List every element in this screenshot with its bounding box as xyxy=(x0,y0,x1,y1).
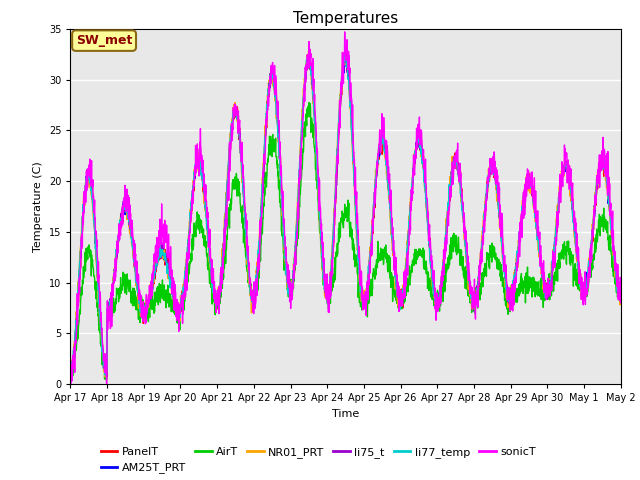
NR01_PRT xyxy=(220,235,228,241)
li77_temp xyxy=(305,51,313,57)
PanelT xyxy=(220,236,228,241)
PanelT xyxy=(584,280,592,286)
Line: sonicT: sonicT xyxy=(70,32,621,384)
li77_temp xyxy=(374,159,381,165)
AirT xyxy=(67,363,74,369)
NR01_PRT xyxy=(374,154,381,159)
AirT xyxy=(506,290,514,296)
sonicT xyxy=(506,308,514,314)
NR01_PRT xyxy=(584,276,591,282)
AM25T_PRT xyxy=(569,210,577,216)
AM25T_PRT xyxy=(584,276,592,281)
sonicT xyxy=(67,364,74,370)
AM25T_PRT xyxy=(220,238,228,243)
li77_temp xyxy=(584,272,592,278)
li75_t xyxy=(342,53,349,59)
li77_temp xyxy=(67,376,75,382)
NR01_PRT xyxy=(305,48,312,54)
AM25T_PRT xyxy=(362,295,370,300)
li77_temp xyxy=(617,296,625,301)
NR01_PRT xyxy=(67,375,74,381)
li75_t xyxy=(584,276,592,282)
NR01_PRT xyxy=(362,300,369,306)
li75_t xyxy=(68,376,76,382)
AM25T_PRT xyxy=(506,304,514,310)
AM25T_PRT xyxy=(67,370,74,376)
PanelT xyxy=(506,300,514,306)
li77_temp xyxy=(67,374,74,380)
AirT xyxy=(220,263,228,268)
sonicT xyxy=(584,285,592,291)
li75_t xyxy=(374,156,381,162)
PanelT xyxy=(374,162,381,168)
PanelT xyxy=(569,195,577,201)
Line: NR01_PRT: NR01_PRT xyxy=(70,51,621,378)
AM25T_PRT xyxy=(68,372,76,378)
AirT xyxy=(362,295,370,300)
AirT xyxy=(374,239,381,244)
NR01_PRT xyxy=(506,303,513,309)
AirT xyxy=(102,376,109,382)
li77_temp xyxy=(362,301,370,307)
Line: li75_t: li75_t xyxy=(70,56,621,379)
sonicT xyxy=(569,180,577,186)
sonicT xyxy=(341,29,349,35)
Y-axis label: Temperature (C): Temperature (C) xyxy=(33,161,44,252)
AirT xyxy=(617,293,625,299)
li77_temp xyxy=(220,232,228,238)
li75_t xyxy=(569,200,577,205)
li77_temp xyxy=(506,299,514,304)
X-axis label: Time: Time xyxy=(332,408,359,419)
NR01_PRT xyxy=(617,280,625,286)
li77_temp xyxy=(569,214,577,219)
AM25T_PRT xyxy=(374,153,381,158)
li75_t xyxy=(220,238,228,243)
NR01_PRT xyxy=(568,201,576,207)
Line: PanelT: PanelT xyxy=(70,53,621,376)
AirT xyxy=(584,285,592,291)
sonicT xyxy=(362,311,370,317)
li75_t xyxy=(67,370,74,375)
Line: li77_temp: li77_temp xyxy=(70,54,621,379)
PanelT xyxy=(362,292,370,298)
AM25T_PRT xyxy=(305,51,312,57)
li75_t xyxy=(362,300,370,306)
sonicT xyxy=(374,151,381,156)
PanelT xyxy=(67,372,74,378)
sonicT xyxy=(220,240,228,246)
sonicT xyxy=(617,300,625,306)
AirT xyxy=(569,257,577,263)
li75_t xyxy=(506,298,514,304)
li75_t xyxy=(617,287,625,293)
PanelT xyxy=(103,373,111,379)
PanelT xyxy=(342,50,350,56)
Legend: PanelT, AM25T_PRT, AirT, NR01_PRT, li75_t, li77_temp, sonicT: PanelT, AM25T_PRT, AirT, NR01_PRT, li75_… xyxy=(96,443,540,478)
Text: SW_met: SW_met xyxy=(76,34,132,47)
Line: AirT: AirT xyxy=(70,103,621,379)
sonicT xyxy=(67,381,74,387)
Line: AM25T_PRT: AM25T_PRT xyxy=(70,54,621,375)
Title: Temperatures: Temperatures xyxy=(293,11,398,26)
AM25T_PRT xyxy=(617,283,625,289)
PanelT xyxy=(617,292,625,298)
AirT xyxy=(305,100,313,106)
